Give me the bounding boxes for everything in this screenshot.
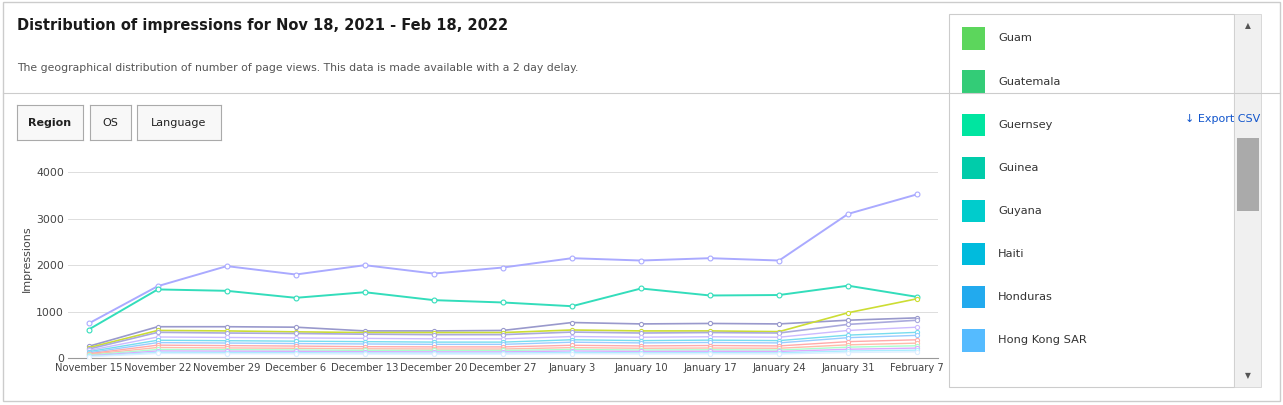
- Y-axis label: Impressions: Impressions: [22, 225, 32, 292]
- Text: Guatemala: Guatemala: [998, 77, 1061, 87]
- Text: Hong Kong SAR: Hong Kong SAR: [998, 335, 1087, 345]
- Text: ▲: ▲: [1245, 21, 1251, 30]
- Text: Honduras: Honduras: [998, 292, 1053, 302]
- Text: Language: Language: [151, 117, 207, 128]
- Text: ▼: ▼: [1245, 371, 1251, 380]
- Text: Region: Region: [28, 117, 72, 128]
- Text: OS: OS: [103, 117, 118, 128]
- Text: Guinea: Guinea: [998, 163, 1038, 173]
- Text: Guernsey: Guernsey: [998, 120, 1052, 130]
- Text: ↓ Export CSV: ↓ Export CSV: [1184, 115, 1260, 124]
- Text: The geographical distribution of number of page views. This data is made availab: The geographical distribution of number …: [17, 63, 579, 73]
- Text: Haiti: Haiti: [998, 249, 1025, 259]
- Text: Guam: Guam: [998, 34, 1032, 43]
- Text: Guyana: Guyana: [998, 206, 1042, 216]
- Text: Distribution of impressions for Nov 18, 2021 - Feb 18, 2022: Distribution of impressions for Nov 18, …: [17, 18, 508, 33]
